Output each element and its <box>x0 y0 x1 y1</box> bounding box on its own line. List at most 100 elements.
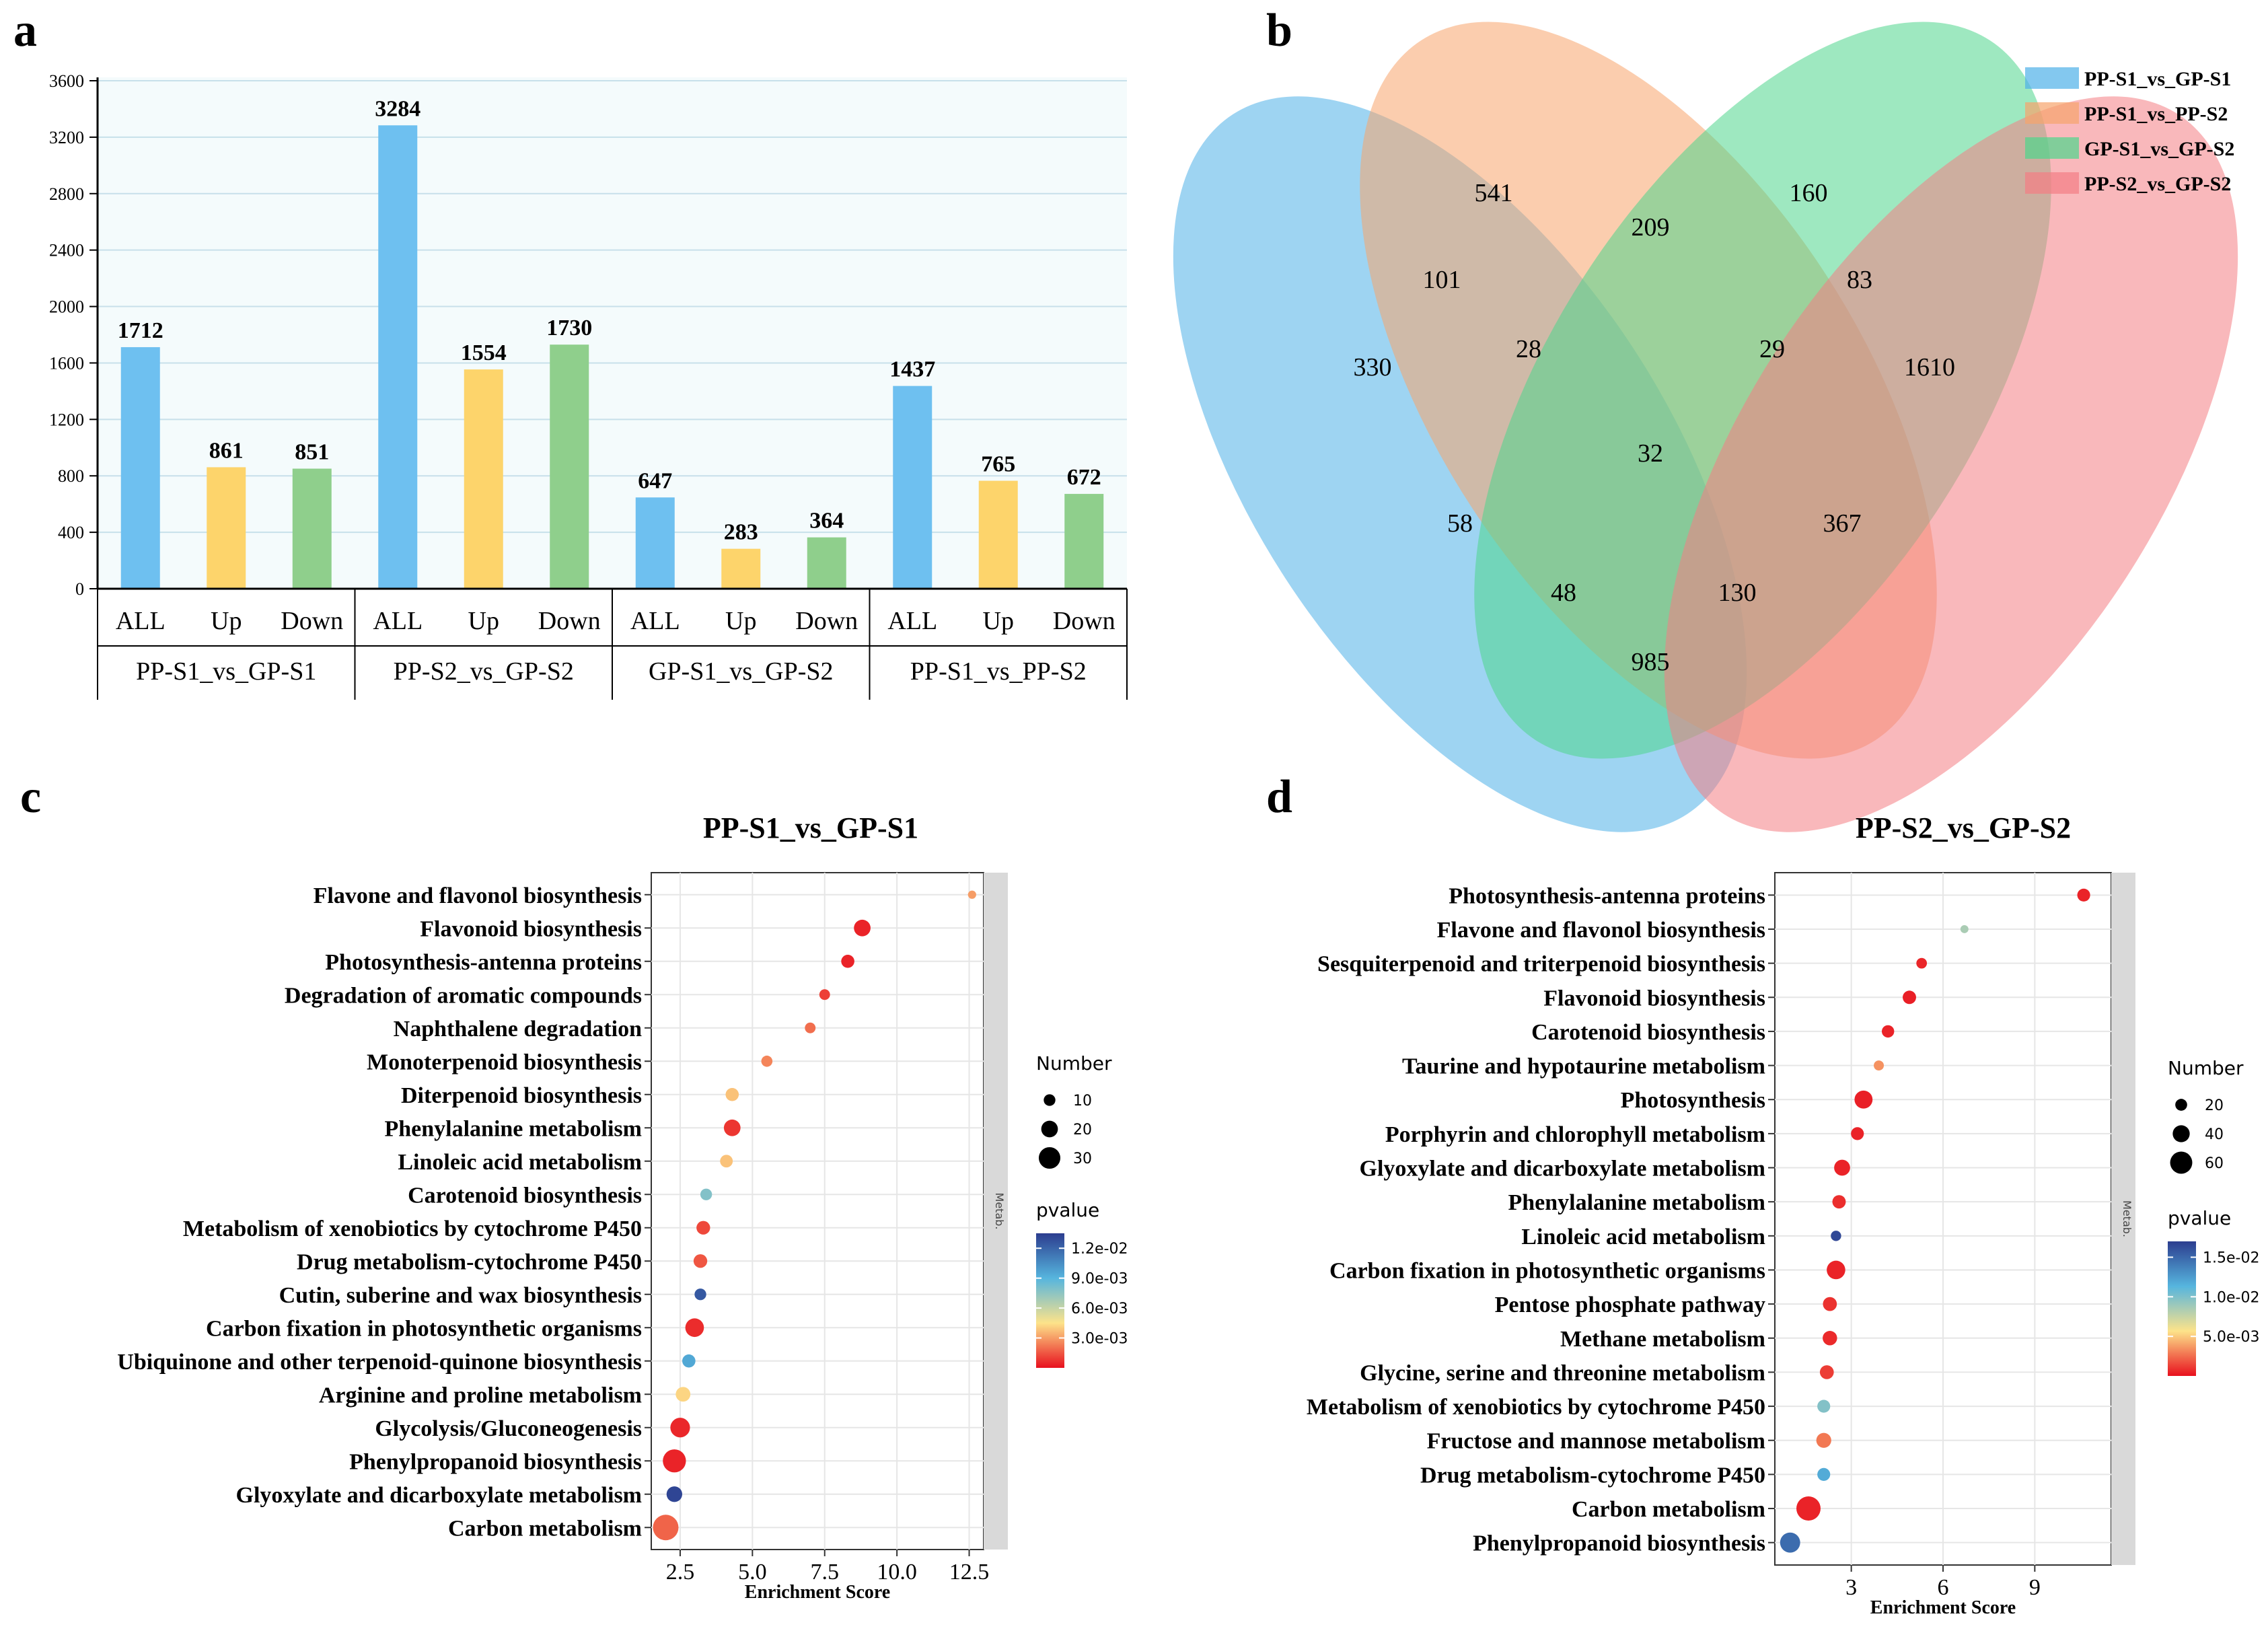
venn-legend-swatch <box>2025 137 2079 159</box>
venn-count-abc: 28 <box>1516 335 1541 363</box>
x-axis-label: Enrichment Score <box>745 1582 890 1603</box>
bubble-point <box>1851 1127 1864 1140</box>
color-legend-title: pvalue <box>1036 1199 1099 1221</box>
venn-count-b_only: 541 <box>1475 179 1513 207</box>
bubble-point <box>1831 1231 1841 1241</box>
bubble-point <box>675 1387 691 1402</box>
pathway-label: Phenylalanine metabolism <box>1508 1190 1765 1215</box>
size-legend-dot <box>1041 1120 1058 1138</box>
group-label: PP-S1_vs_GP-S1 <box>136 657 316 686</box>
bar-down <box>1064 494 1104 589</box>
bubble-point <box>694 1288 706 1301</box>
color-legend-label: 9.0e-03 <box>1071 1271 1128 1288</box>
venn-count-cd: 83 <box>1847 266 1872 294</box>
size-legend-dot <box>1044 1094 1056 1106</box>
plot-frame <box>651 872 984 1550</box>
bubble-point <box>819 989 830 1001</box>
x-sub-category-label: Down <box>281 607 343 635</box>
bubble-point <box>725 1087 739 1101</box>
pathway-label: Photosynthesis <box>1621 1088 1765 1113</box>
color-legend-label: 1.5e-02 <box>2203 1250 2259 1267</box>
bar-chart-panel: 0 400 800 1200 1600 2000 2400 2800 3200 3600 1712 A… <box>49 71 1128 700</box>
pathway-label: Carbon fixation in photosynthetic organi… <box>206 1316 642 1341</box>
bar-value-label: 765 <box>981 452 1015 477</box>
venn-legend-swatch <box>2025 102 2079 124</box>
bubble-point <box>1819 1365 1834 1379</box>
bubble-point <box>1854 1090 1873 1109</box>
size-legend-label: 10 <box>1073 1093 1092 1109</box>
bubble-chart-panel-d: PP-S2_vs_GP-S2 3 6 9 Metab. Enrichment Score P… <box>1307 811 2260 1618</box>
pathway-label: Pentose phosphate pathway <box>1495 1293 1765 1317</box>
bar-up <box>721 548 761 589</box>
bubble-point <box>670 1418 690 1438</box>
bar-down <box>550 344 589 589</box>
x-sub-category-label: Up <box>468 607 499 635</box>
venn-count-ad: 985 <box>1632 648 1670 676</box>
size-legend-label: 40 <box>2205 1126 2224 1143</box>
bubble-point <box>723 1119 741 1136</box>
bubble-point <box>700 1188 712 1200</box>
color-legend-label: 5.0e-03 <box>2203 1329 2259 1346</box>
pathway-label: Drug metabolism-cytochrome P450 <box>297 1249 642 1274</box>
bar-value-label: 851 <box>295 440 329 465</box>
venn-count-bcd: 29 <box>1759 335 1785 363</box>
x-sub-category-label: ALL <box>887 607 937 635</box>
bubble-point <box>1903 990 1916 1005</box>
bubble-point <box>1817 1399 1831 1413</box>
venn-count-d_only: 1610 <box>1904 353 1955 381</box>
venn-legend-label: PP-S2_vs_GP-S2 <box>2084 173 2231 195</box>
pathway-label: Flavone and flavonol biosynthesis <box>1437 918 1765 943</box>
pathway-label: Ubiquinone and other terpenoid-quinone b… <box>117 1350 642 1375</box>
venn-region-counts: 330 541 160 1610 101 209 83 985 58 367 28 29 48 130 32 <box>1354 179 1956 676</box>
bubble-point <box>1796 1496 1821 1521</box>
panel-letter-c: c <box>20 771 41 823</box>
pathway-label: Glyoxylate and dicarboxylate metabolism <box>1360 1157 1765 1181</box>
bubble-point <box>2077 888 2090 902</box>
size-legend-label: 20 <box>1073 1122 1092 1138</box>
pathway-label: Linoleic acid metabolism <box>1521 1225 1765 1249</box>
venn-count-ab: 101 <box>1423 266 1461 294</box>
x-sub-category-label: Up <box>983 607 1014 635</box>
bar-value-label: 1712 <box>118 318 163 343</box>
bar-chart-axes <box>89 77 1128 700</box>
size-legend-title: Number <box>2168 1057 2244 1079</box>
facet-strip <box>984 873 1008 1550</box>
y-tick-label: 2000 <box>49 297 84 317</box>
color-legend-title: pvalue <box>2168 1207 2231 1229</box>
pathway-label: Taurine and hypotaurine metabolism <box>1402 1054 1765 1079</box>
size-legend-dot <box>2175 1099 2187 1111</box>
group-label: GP-S1_vs_GP-S2 <box>649 657 834 686</box>
bar-value-label: 647 <box>638 468 672 493</box>
venn-count-acd: 48 <box>1551 579 1576 607</box>
pathway-label: Fructose and mannose metabolism <box>1427 1429 1765 1454</box>
x-sub-category-label: Down <box>538 607 601 635</box>
bar-value-label: 672 <box>1067 465 1101 490</box>
size-legend-label: 20 <box>2205 1097 2224 1114</box>
pathway-label: Sesquiterpenoid and triterpenoid biosynt… <box>1317 952 1765 977</box>
panel-letter-a: a <box>13 5 37 57</box>
panel-letter-b: b <box>1266 5 1292 57</box>
y-tick-label: 2400 <box>49 241 84 260</box>
pathway-label: Linoleic acid metabolism <box>398 1150 642 1175</box>
bubble-point <box>854 919 871 937</box>
venn-legend-label: PP-S1_vs_PP-S2 <box>2084 103 2228 125</box>
group-label: PP-S1_vs_PP-S2 <box>910 657 1087 686</box>
venn-legend-swatch <box>2025 172 2079 194</box>
bubble-point <box>967 890 976 899</box>
size-legend-label: 60 <box>2205 1155 2224 1172</box>
pathway-label: Photosynthesis-antenna proteins <box>1449 883 1765 908</box>
y-tick-label: 0 <box>75 579 84 599</box>
venn-count-ac: 58 <box>1447 509 1473 538</box>
color-legend-label: 3.0e-03 <box>1071 1331 1128 1348</box>
pathway-label: Monoterpenoid biosynthesis <box>367 1050 642 1075</box>
bubble-point <box>841 954 854 968</box>
bar-value-label: 3284 <box>375 96 420 121</box>
x-tick-label: 5.0 <box>738 1560 767 1585</box>
pathway-label: Cutin, suberine and wax biosynthesis <box>279 1283 642 1308</box>
bubble-point <box>805 1022 816 1033</box>
x-tick-label: 6 <box>1938 1575 1949 1600</box>
pathway-label: Carbon metabolism <box>448 1516 642 1541</box>
bar-down <box>292 468 332 589</box>
x-sub-category-label: Up <box>725 607 756 635</box>
